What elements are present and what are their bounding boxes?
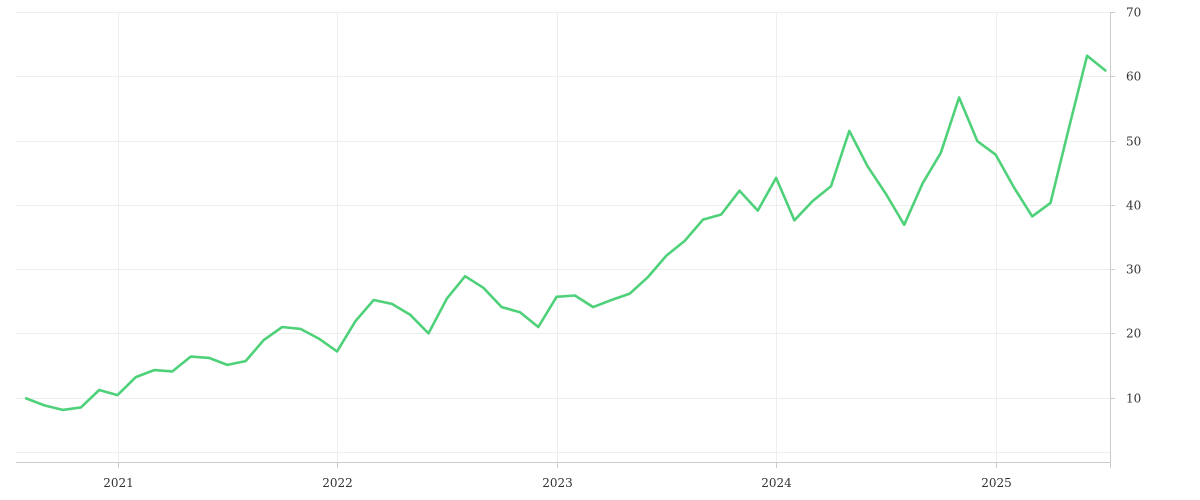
data-point — [391, 303, 394, 306]
data-point — [354, 320, 357, 323]
y-tick-label: 20 — [1126, 327, 1141, 341]
data-point — [464, 275, 467, 278]
data-point — [793, 219, 796, 222]
data-point — [500, 306, 503, 309]
data-point — [574, 294, 577, 297]
data-point — [1086, 54, 1089, 57]
data-point — [976, 140, 979, 143]
data-point — [446, 297, 449, 300]
x-gridlines — [118, 12, 997, 462]
data-point — [226, 364, 229, 367]
data-point — [372, 299, 375, 302]
data-point — [683, 240, 686, 243]
data-points — [25, 54, 1107, 411]
y-axis-ticks: 10 20 30 40 50 60 70 — [1110, 6, 1141, 406]
data-point — [702, 218, 705, 221]
data-point — [958, 96, 961, 99]
data-point — [830, 185, 833, 188]
data-point — [43, 404, 46, 407]
y-tick-label: 70 — [1126, 6, 1141, 20]
x-tick-label: 2023 — [542, 476, 573, 490]
data-point — [61, 409, 64, 412]
data-point — [1013, 186, 1016, 189]
data-point — [409, 314, 412, 317]
data-point — [1031, 215, 1034, 218]
data-point — [116, 394, 119, 397]
data-point — [647, 276, 650, 279]
data-point — [135, 376, 138, 379]
data-point — [848, 130, 851, 133]
data-point — [189, 355, 192, 358]
data-point — [153, 369, 156, 372]
data-point — [921, 182, 924, 185]
data-point — [738, 189, 741, 192]
data-point — [25, 397, 28, 400]
y-tick-label: 30 — [1126, 263, 1141, 277]
data-point — [281, 326, 284, 329]
data-point — [610, 299, 613, 302]
x-tick-label: 2022 — [322, 476, 353, 490]
data-point — [98, 389, 101, 392]
data-point — [482, 287, 485, 290]
data-point — [665, 254, 668, 257]
series-line — [24, 54, 1107, 412]
data-point — [629, 292, 632, 295]
x-tick-label: 2025 — [981, 476, 1012, 490]
data-point — [171, 370, 174, 373]
y-tick-label: 60 — [1126, 70, 1141, 84]
data-point — [263, 339, 266, 342]
x-tick-label: 2024 — [761, 476, 792, 490]
y-tick-label: 40 — [1126, 199, 1141, 213]
data-point — [1104, 69, 1107, 72]
y-tick-label: 10 — [1126, 392, 1141, 406]
data-point — [940, 152, 943, 155]
data-point — [775, 177, 778, 180]
y-tick-label: 50 — [1126, 135, 1141, 149]
x-axis-ticks: 2021 2022 2023 2024 2025 — [103, 462, 1012, 490]
data-point — [208, 357, 211, 360]
data-point — [1068, 127, 1071, 130]
data-point — [299, 328, 302, 331]
data-point — [903, 224, 906, 227]
data-point — [427, 332, 430, 335]
data-point — [244, 360, 247, 363]
data-point — [885, 193, 888, 196]
data-point — [80, 406, 83, 409]
data-point — [866, 165, 869, 168]
x-tick-label: 2021 — [103, 476, 134, 490]
data-point — [336, 350, 339, 353]
data-point — [519, 311, 522, 314]
data-point — [994, 153, 997, 156]
data-point — [592, 306, 595, 309]
data-point — [720, 213, 723, 216]
data-point — [811, 200, 814, 203]
data-point — [757, 209, 760, 212]
data-point — [537, 326, 540, 329]
data-point — [555, 296, 558, 299]
y-gridlines — [16, 12, 1110, 453]
data-point — [318, 337, 321, 340]
data-point — [1049, 202, 1052, 205]
